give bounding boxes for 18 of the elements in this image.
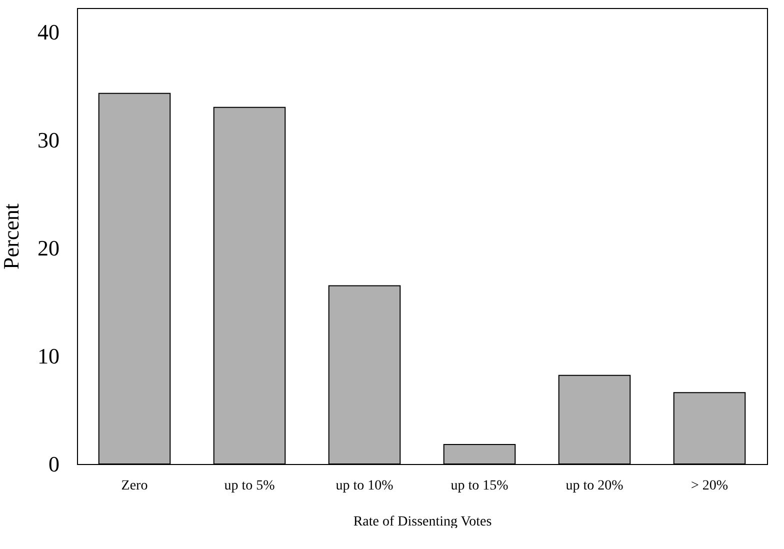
x-tick-label: Zero — [121, 478, 148, 494]
bar — [558, 374, 631, 464]
x-tick-label: up to 10% — [336, 478, 394, 494]
bar — [98, 92, 171, 464]
bar — [328, 285, 401, 464]
y-tick-label: 40 — [38, 19, 60, 44]
bar — [213, 106, 286, 464]
x-tick-label: up to 20% — [566, 478, 624, 494]
y-tick-label: 30 — [38, 127, 60, 152]
x-tick-label: > 20% — [690, 478, 728, 494]
y-tick-label: 10 — [38, 343, 60, 368]
x-tick-label: up to 15% — [450, 478, 509, 494]
x-tick-label: up to 5% — [224, 478, 276, 494]
y-tick-label: 0 — [48, 452, 60, 476]
y-tick-label: 20 — [38, 235, 60, 260]
bar — [443, 444, 516, 464]
y-axis-title: Percent — [0, 204, 24, 270]
bar — [673, 392, 746, 464]
